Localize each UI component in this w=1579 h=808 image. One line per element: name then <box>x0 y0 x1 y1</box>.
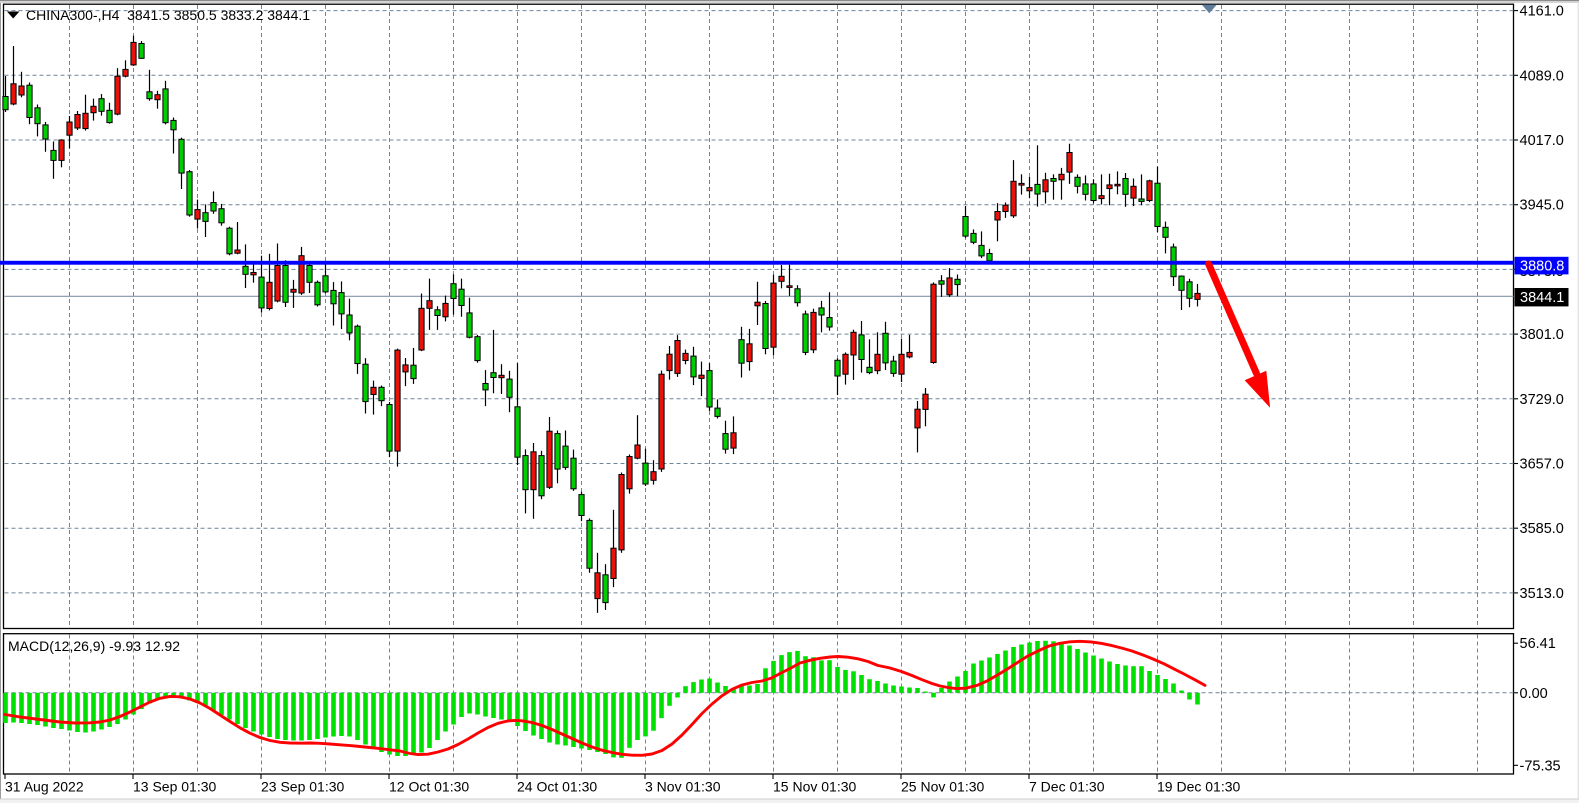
svg-text:31 Aug 2022: 31 Aug 2022 <box>5 779 84 795</box>
svg-text:3 Nov 01:30: 3 Nov 01:30 <box>645 779 721 795</box>
svg-text:MACD(12,26,9) -9.93 12.92: MACD(12,26,9) -9.93 12.92 <box>8 638 180 654</box>
svg-text:-75.35: -75.35 <box>1520 758 1561 774</box>
svg-text:23 Sep 01:30: 23 Sep 01:30 <box>261 779 345 795</box>
svg-text:56.41: 56.41 <box>1520 636 1556 652</box>
svg-text:25 Nov 01:30: 25 Nov 01:30 <box>901 779 984 795</box>
svg-text:12 Oct 01:30: 12 Oct 01:30 <box>389 779 469 795</box>
svg-text:4161.0: 4161.0 <box>1520 4 1564 20</box>
svg-text:7 Dec 01:30: 7 Dec 01:30 <box>1029 779 1105 795</box>
svg-text:3729.0: 3729.0 <box>1520 392 1564 408</box>
svg-text:15 Nov 01:30: 15 Nov 01:30 <box>773 779 856 795</box>
svg-text:CHINA300-,H4 3841.5 3850.5 38: CHINA300-,H4 3841.5 3850.5 3833.2 3844.1 <box>26 7 310 23</box>
svg-text:4017.0: 4017.0 <box>1520 133 1564 149</box>
svg-text:3585.0: 3585.0 <box>1520 521 1564 537</box>
svg-text:3513.0: 3513.0 <box>1520 586 1564 602</box>
svg-text:4089.0: 4089.0 <box>1520 68 1564 84</box>
svg-text:19 Dec 01:30: 19 Dec 01:30 <box>1157 779 1240 795</box>
svg-text:3945.0: 3945.0 <box>1520 198 1564 214</box>
svg-text:3801.0: 3801.0 <box>1520 327 1564 343</box>
svg-text:13 Sep 01:30: 13 Sep 01:30 <box>133 779 217 795</box>
svg-text:3880.8: 3880.8 <box>1520 258 1564 274</box>
svg-text:3657.0: 3657.0 <box>1520 457 1564 473</box>
svg-text:0.00: 0.00 <box>1520 686 1548 702</box>
svg-text:3844.1: 3844.1 <box>1520 290 1564 306</box>
svg-text:24 Oct 01:30: 24 Oct 01:30 <box>517 779 597 795</box>
